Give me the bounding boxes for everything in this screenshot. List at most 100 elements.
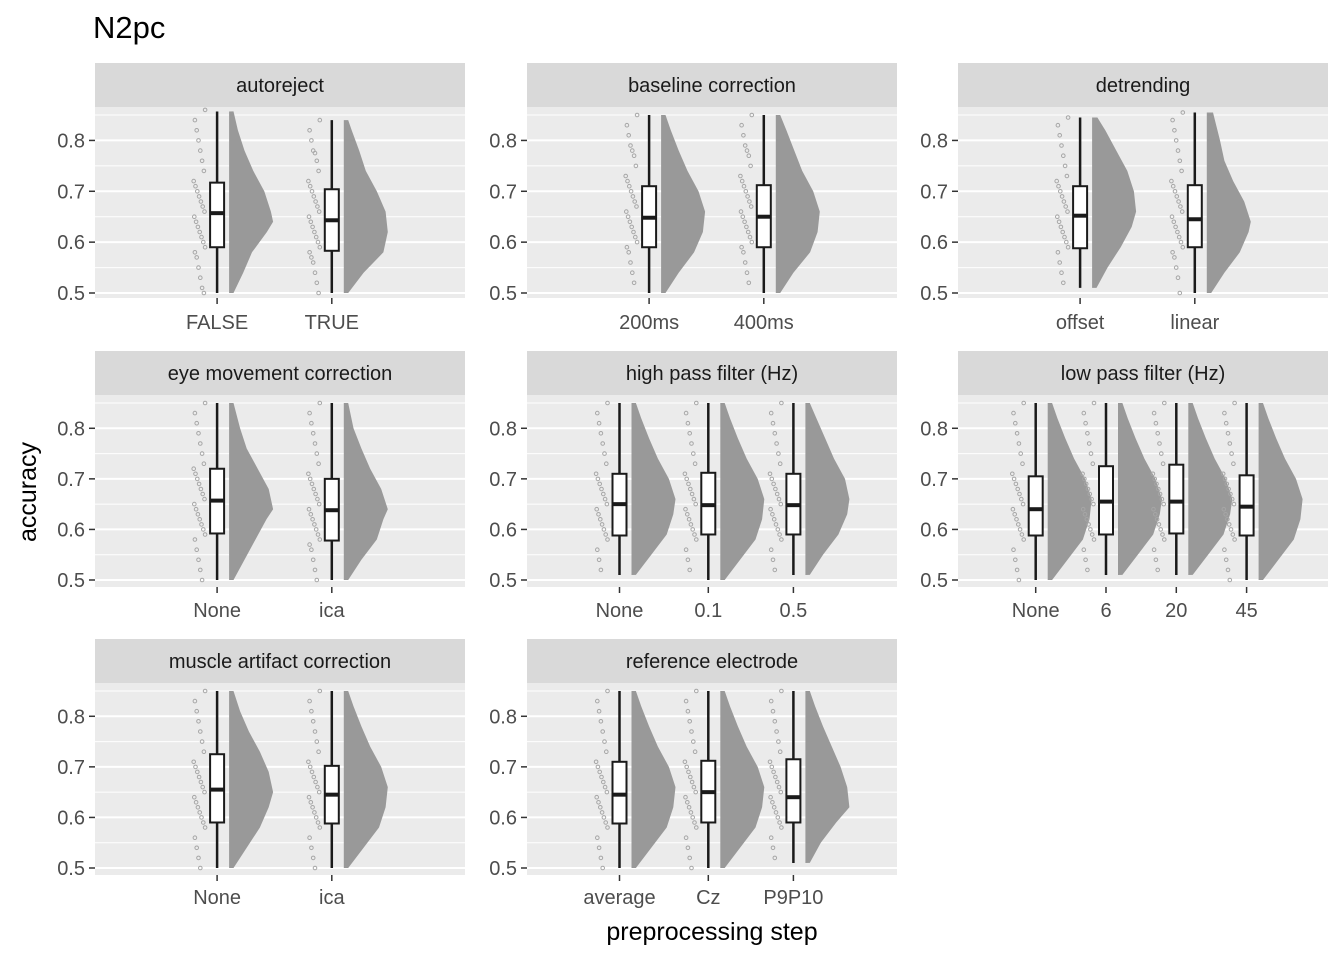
data-point xyxy=(1061,199,1067,204)
data-point xyxy=(1232,537,1237,542)
data-point xyxy=(770,845,776,851)
data-point xyxy=(194,255,199,260)
data-point xyxy=(603,820,609,825)
data-point xyxy=(1091,537,1097,542)
data-point xyxy=(686,805,692,810)
data-point xyxy=(778,789,784,795)
data-point xyxy=(312,441,318,446)
data-point xyxy=(628,260,633,265)
x-tick-label: average xyxy=(583,887,655,909)
data-point xyxy=(1065,244,1071,250)
data-point xyxy=(1228,491,1233,497)
data-point xyxy=(1086,522,1091,527)
data-point xyxy=(691,451,696,456)
data-point xyxy=(685,512,690,517)
data-point xyxy=(593,471,599,477)
data-point xyxy=(193,471,198,477)
data-point xyxy=(1085,431,1090,436)
data-point xyxy=(1231,501,1237,507)
data-point xyxy=(602,784,608,790)
data-point xyxy=(772,719,778,724)
data-point xyxy=(602,739,607,744)
data-point xyxy=(307,476,313,482)
raincloud-group: 400ms xyxy=(734,112,820,334)
data-point xyxy=(1225,567,1231,573)
data-point xyxy=(773,810,779,815)
data-point xyxy=(605,400,610,406)
data-point xyxy=(691,496,697,502)
data-point xyxy=(193,183,198,189)
data-point xyxy=(602,451,607,456)
data-point xyxy=(201,290,207,296)
facet-strip-label: low pass filter (Hz) xyxy=(1061,363,1225,385)
data-point xyxy=(770,420,776,426)
data-point xyxy=(192,501,197,507)
data-point xyxy=(779,400,784,406)
data-point xyxy=(599,774,604,780)
y-tick-label: 0.7 xyxy=(489,757,517,779)
data-point xyxy=(310,517,315,522)
data-point xyxy=(192,117,198,123)
data-point xyxy=(691,739,696,744)
y-tick-label: 0.7 xyxy=(57,469,85,491)
raincloud-group: ica xyxy=(306,688,388,909)
data-point xyxy=(306,471,311,477)
data-point xyxy=(768,698,774,704)
data-point xyxy=(775,815,781,820)
data-point xyxy=(1179,168,1184,174)
data-point xyxy=(605,825,610,830)
data-point xyxy=(309,481,315,487)
data-point xyxy=(599,810,605,815)
box-iqr xyxy=(1027,475,1044,537)
data-point xyxy=(197,810,202,815)
data-point xyxy=(194,420,199,426)
y-tick-label: 0.6 xyxy=(920,232,948,254)
data-point xyxy=(770,512,775,517)
data-point xyxy=(309,255,314,260)
data-point xyxy=(1220,471,1226,477)
data-point xyxy=(197,517,202,522)
data-point xyxy=(688,522,694,527)
data-point xyxy=(625,178,630,184)
data-point xyxy=(1020,461,1025,467)
data-point xyxy=(200,491,205,497)
data-point xyxy=(1157,441,1162,446)
data-point xyxy=(684,764,690,770)
data-point xyxy=(1180,110,1186,115)
data-point xyxy=(1161,501,1166,507)
data-point xyxy=(311,194,317,199)
density-cloud xyxy=(343,403,388,580)
facet-strip xyxy=(95,639,465,683)
data-point xyxy=(1178,239,1184,245)
y-tick-label: 0.8 xyxy=(57,706,85,728)
data-point xyxy=(1173,265,1179,270)
data-point xyxy=(1085,567,1090,573)
data-point xyxy=(1082,476,1087,482)
data-point xyxy=(1232,400,1237,406)
data-point xyxy=(312,729,318,734)
data-point xyxy=(626,133,632,138)
raincloud-group: offset xyxy=(1054,115,1137,334)
density-cloud xyxy=(805,691,850,863)
data-point xyxy=(776,784,782,790)
data-point xyxy=(772,431,778,436)
data-point xyxy=(693,501,699,507)
y-tick-label: 0.6 xyxy=(489,232,517,254)
data-point xyxy=(1059,270,1064,276)
y-axis-title: accuracy xyxy=(14,441,42,542)
data-point xyxy=(309,845,314,851)
data-point xyxy=(1226,486,1231,492)
data-point xyxy=(1150,471,1156,477)
x-tick-label: offset xyxy=(1056,312,1105,334)
density-cloud xyxy=(343,120,388,293)
data-point xyxy=(310,224,315,230)
data-point xyxy=(1014,517,1019,522)
data-point xyxy=(316,168,321,174)
facet-strip-label: baseline correction xyxy=(628,75,796,97)
data-point xyxy=(201,820,206,825)
data-point xyxy=(631,153,637,158)
data-point xyxy=(306,178,311,184)
data-point xyxy=(685,845,691,851)
data-point xyxy=(310,260,316,265)
y-tick-label: 0.7 xyxy=(57,757,85,779)
